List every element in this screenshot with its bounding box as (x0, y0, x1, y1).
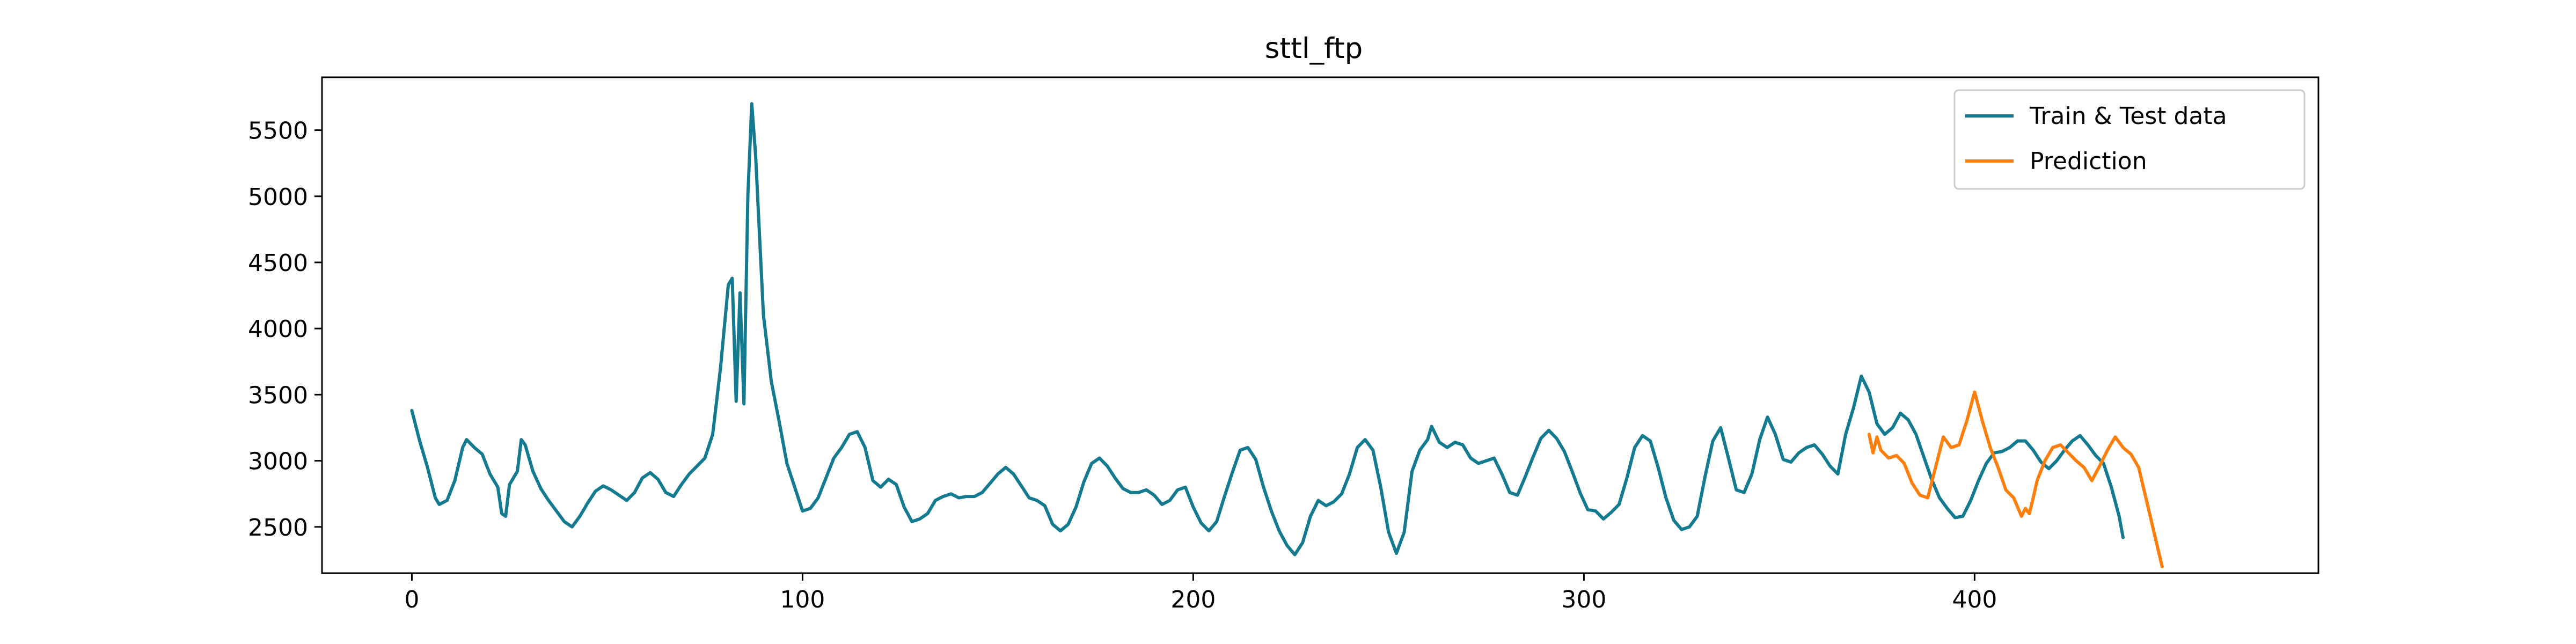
legend-label: Train & Test data (2029, 103, 2227, 130)
x-tick-label: 100 (780, 586, 825, 613)
y-axis: 2500 3000 3500 4000 4500 5000 5500 (248, 118, 322, 541)
x-tick-label: 400 (1952, 586, 1997, 613)
y-tick-label: 5000 (248, 184, 308, 211)
series-line-0 (410, 102, 2125, 557)
legend: Train & Test data Prediction (1953, 89, 2306, 190)
y-tick-label: 4000 (248, 316, 308, 343)
series-layer (410, 102, 2164, 568)
y-tick-label: 3000 (248, 448, 308, 475)
x-tick-label: 300 (1561, 586, 1606, 613)
legend-box (1953, 89, 2306, 190)
series-line-1 (1867, 390, 2164, 568)
y-tick-label: 2500 (248, 514, 308, 541)
y-tick-label: 3500 (248, 382, 308, 409)
y-tick-label: 5500 (248, 118, 308, 145)
x-axis: 0 100 200 300 400 (404, 573, 1997, 613)
y-tick-label: 4500 (248, 250, 308, 277)
plot-frame (321, 76, 2319, 574)
legend-label: Prediction (2030, 148, 2147, 175)
x-tick-label: 200 (1170, 586, 1216, 613)
chart-title: sttl_ftp (1265, 32, 1363, 65)
x-tick-label: 0 (404, 586, 419, 613)
